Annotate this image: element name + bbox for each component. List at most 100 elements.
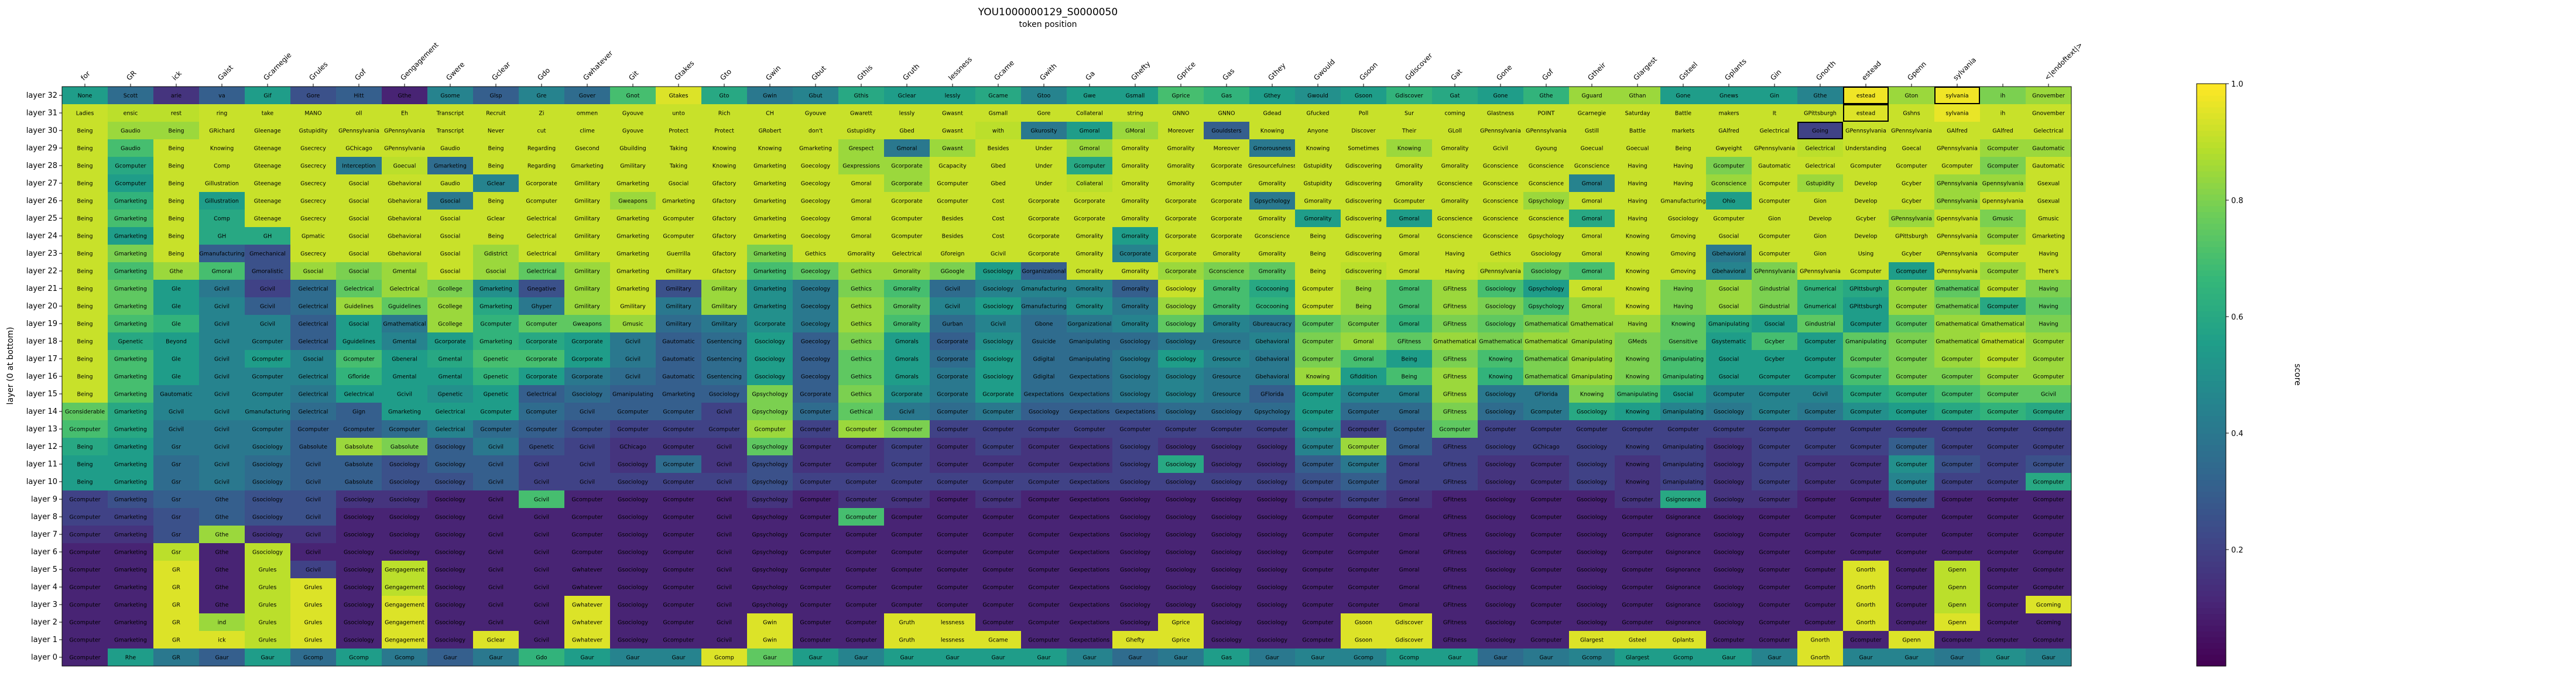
heatmap-cell [2026,192,2072,210]
cell-token-label: Gcivil [306,479,321,486]
cell-token-label: GFitness [1443,514,1467,521]
heatmap-cell [1158,420,1204,438]
heatmap-cell [153,139,200,157]
cell-token-label: Gcomputer [1713,216,1744,222]
heatmap-cell [62,332,108,351]
heatmap-cell [108,139,154,157]
cell-token-label: Gcomputer [663,550,694,556]
heatmap-cell [975,174,1022,193]
colorbar-segment [2197,159,2226,166]
heatmap-cell [975,280,1022,298]
colorbar-segment [2197,532,2226,538]
heatmap-cell [1478,280,1524,298]
cell-token-label: Gcorporate [754,321,786,328]
cell-token-label: Gthis [854,93,869,99]
cell-token-label: Gnews [1719,93,1738,99]
cell-token-label: GPennsylvania [1937,269,1978,275]
cell-token-label: Gteenage [254,198,282,205]
heatmap-cell [1797,262,1844,280]
cell-token-label: Gsociology [1577,444,1607,451]
cell-token-label: Gmarketing [753,286,786,293]
cell-token-label: Gcomputer [1759,550,1790,556]
heatmap-cell [1341,280,1387,298]
cell-token-label: Gmanufacturing [199,251,244,258]
heatmap-cell [656,122,702,140]
cell-token-label: Gcomputer [1804,339,1835,345]
cell-token-label: Gsociology [1485,620,1516,626]
heatmap-cell [519,438,565,456]
x-tick-label: Gthey [1266,61,1287,82]
cell-token-label: Taking [669,163,687,170]
heatmap-cell [1797,280,1844,298]
heatmap-cell [975,315,1022,333]
heatmap-cell [1204,227,1250,245]
heatmap-cell [1615,455,1661,473]
cell-token-label: Gcomputer [845,567,876,574]
heatmap-cell [1432,403,1478,421]
heatmap-cell [1067,420,1113,438]
cell-token-label: Gsecrecy [300,181,326,187]
cell-token-label: Gcomputer [1759,602,1790,609]
heatmap-cell [336,420,382,438]
heatmap-cell [153,262,200,280]
heatmap-cell [1249,385,1296,403]
heatmap-cell [884,420,930,438]
cell-token-label: Gcivil [534,514,549,521]
cell-token-label: Gcorporate [571,374,603,380]
cell-token-label: Gcomputer [2033,532,2064,538]
cell-token-label: Gsociology [1714,602,1744,609]
cell-token-label: Rich [718,111,730,117]
y-tick-label: layer 19 [26,320,57,328]
heatmap-cell [975,368,1022,386]
cell-token-label: Gcomputer [1759,479,1790,486]
heatmap-cell [153,87,200,105]
cell-token-label: Gcomputer [1302,637,1333,644]
cell-token-label: Glargest [1626,655,1649,661]
heatmap-cell [747,139,793,157]
cell-token-label: Having [1673,181,1693,187]
cell-token-label: Gsociology [1577,620,1607,626]
heatmap-cell [519,192,565,210]
heatmap-cell [793,87,839,105]
heatmap-cell [1660,280,1707,298]
heatmap-cell [199,385,245,403]
heatmap-cell [1386,122,1433,140]
cell-token-label: Gcomputer [1850,532,1881,538]
cell-token-label: Gmilitary [711,286,737,293]
heatmap-cell [1249,332,1296,351]
cell-token-label: Gmarketing [616,234,649,240]
cell-token-label: Gsociology [435,620,465,626]
cell-token-label: Gsr [172,497,181,503]
colorbar-segment [2197,544,2226,550]
cell-token-label: Gcomputer [663,637,694,644]
x-tick-label: Gbut [810,64,828,82]
cell-token-label: Gcomputer [1759,427,1790,433]
cell-token-label: Gsociology [344,637,374,644]
heatmap-cell [290,350,337,368]
heatmap-cell [245,227,291,245]
heatmap-cell [838,438,885,456]
cell-token-label: Gsocial [440,251,460,258]
cell-token-label: Gdiscovering [1345,234,1382,240]
cell-token-label: Gmarketing [114,198,147,205]
colorbar-segment [2197,89,2226,96]
cell-token-label: Gmorality [1167,163,1195,170]
cell-token-label: Gcomputer [1896,269,1927,275]
heatmap-cell [1204,403,1250,421]
heatmap-cell [1021,332,1067,351]
cell-token-label: Moreover [1168,128,1194,135]
heatmap-cell [519,280,565,298]
cell-token-label: Gsuicide [1032,339,1056,345]
heatmap-cell [336,210,382,228]
heatmap-cell [701,332,748,351]
cell-token-label: Gcomputer [1987,444,2018,451]
heatmap-cell [1158,139,1204,157]
cell-token-label: Gsociology [344,532,374,538]
cell-token-label: GFitness [1443,620,1467,626]
cell-token-label: Gcorporate [1165,198,1197,205]
cell-token-label: Gcivil [306,567,321,574]
heatmap-cell [519,420,565,438]
cell-token-label: Gcivil [488,620,503,626]
heatmap-cell [1569,174,1615,193]
heatmap-cell [1752,332,1798,351]
